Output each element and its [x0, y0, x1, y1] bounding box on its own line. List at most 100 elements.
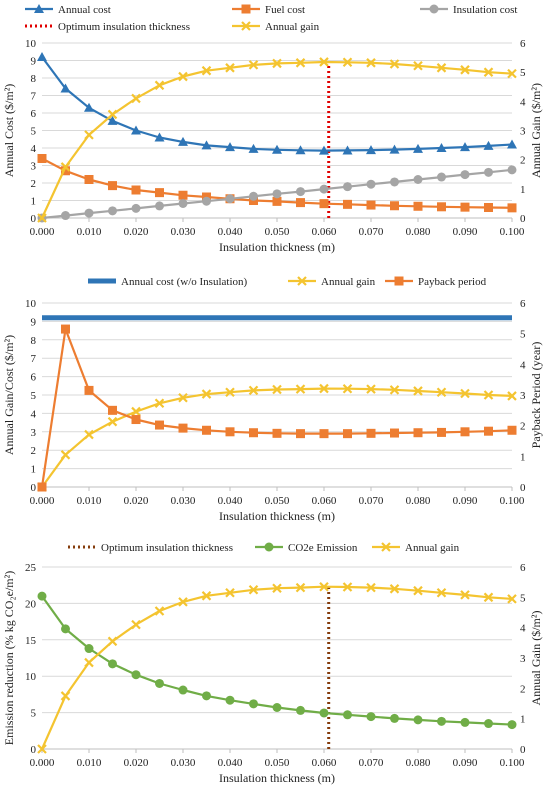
legend-label: Insulation cost [453, 4, 517, 16]
data-point-annual-gain [342, 57, 353, 68]
legend-label: CO2e Emission [288, 542, 358, 554]
data-point-insulation-cost [437, 172, 446, 182]
y-left-tick-label: 7 [31, 91, 37, 103]
legend-item-payback-period: Payback period [385, 276, 487, 288]
y-right-tick-label: 1 [520, 184, 526, 196]
x-tick-label: 0.000 [30, 226, 55, 238]
data-point-annual-gain [131, 406, 141, 417]
data-point-annual-gain [37, 213, 47, 223]
series-annual-gain [37, 57, 517, 223]
data-point-insulation-cost [507, 165, 517, 175]
x-axis-title: Insulation thickness (m) [219, 240, 335, 254]
legend: Optimum insulation thickness CO2e Emissio… [68, 542, 460, 554]
data-point-annual-gain [272, 58, 282, 69]
y-left-tick-label: 4 [31, 408, 37, 420]
legend-label: Payback period [418, 276, 487, 288]
y-left-tick-label: 5 [31, 708, 37, 720]
data-point-payback-period [155, 420, 164, 430]
data-point-fuel-cost [61, 166, 70, 176]
data-point-annual-gain [178, 597, 188, 607]
data-point-annual-gain [272, 583, 282, 594]
data-point-payback-period [225, 427, 235, 437]
x-tick-label: 0.010 [77, 226, 102, 238]
legend-item-annual-cost: Annual cost [25, 4, 111, 16]
y-right-tick-label: 3 [520, 653, 526, 665]
data-point-annual-cost [436, 143, 447, 152]
y-right-tick-label: 3 [520, 126, 526, 138]
series-annual-cost [37, 52, 517, 155]
legend: Annual cost (w/o Insulation) Annual gain P… [88, 276, 487, 288]
data-point-annual-gain [507, 68, 517, 79]
data-point-insulation-cost [343, 182, 352, 192]
data-point-annual-gain [178, 392, 188, 403]
data-point-fuel-cost [108, 181, 117, 191]
data-point-annual-gain [248, 60, 259, 70]
x-tick-label: 0.020 [124, 757, 149, 769]
data-point-annual-gain [413, 585, 423, 596]
data-point-annual-gain [460, 388, 470, 399]
series-insulation-cost [37, 165, 517, 223]
chart-1: 0 1 2 3 4 5 6 7 8 9 10 0 1 2 3 4 5 6 0.000 0.010 0.020 0.030 0… [2, 4, 543, 254]
data-point-annual-cost [131, 125, 141, 135]
data-point-fuel-cost [343, 199, 352, 209]
data-point-payback-period [319, 429, 329, 439]
x-tick-label: 0.100 [500, 757, 525, 769]
data-point-fuel-cost [155, 188, 164, 198]
x-tick-label: 0.060 [312, 495, 337, 507]
x-tick-label: 0.080 [406, 495, 431, 507]
data-point-fuel-cost [37, 154, 47, 163]
y-left-tick-label: 25 [25, 562, 37, 574]
data-point-annual-cost [248, 143, 259, 153]
y-right-axis-title: Annual Gain ($/m²) [529, 83, 543, 178]
data-point-annual-cost [295, 145, 306, 155]
data-point-payback-period [37, 482, 47, 492]
x-tick-label: 0.090 [453, 226, 478, 238]
data-point-annual-gain [154, 398, 165, 409]
legend-label: Annual gain [321, 276, 376, 288]
data-point-co2e-emission [296, 705, 305, 715]
legend-swatch-marker [264, 542, 274, 552]
y-left-tick-label: 0 [31, 744, 37, 756]
data-point-insulation-cost [272, 189, 282, 199]
x-tick-label: 0.060 [312, 226, 337, 238]
x-tick-label: 0.070 [359, 757, 384, 769]
data-point-annual-gain [460, 590, 470, 600]
x-tick-label: 0.060 [312, 757, 337, 769]
x-tick-label: 0.080 [406, 226, 431, 238]
y-left-tick-label: 8 [31, 73, 37, 85]
data-point-fuel-cost [413, 201, 423, 211]
data-point-annual-cost [84, 102, 94, 112]
legend-swatch-marker [429, 4, 439, 14]
legend: Annual cost Fuel cost Insulation cost Optim… [25, 4, 517, 33]
y-right-tick-label: 1 [520, 451, 526, 463]
series-annual-gain [37, 581, 517, 754]
data-point-insulation-cost [366, 179, 376, 189]
data-point-payback-period [202, 425, 211, 435]
data-point-co2e-emission [155, 678, 164, 688]
chart-2: 0 1 2 3 4 5 6 7 8 9 10 0 1 2 3 4 5 6 0.000 0.010 0.020 0.030 0… [2, 276, 543, 523]
series-annual-gain [37, 383, 517, 492]
data-point-payback-period [272, 428, 282, 438]
data-point-co2e-emission [131, 670, 141, 680]
data-point-insulation-cost [390, 177, 399, 187]
x-tick-label: 0.100 [500, 226, 525, 238]
y-left-tick-label: 4 [31, 143, 37, 155]
data-point-co2e-emission [84, 644, 94, 654]
data-point-payback-period [61, 324, 70, 334]
data-point-co2e-emission [272, 703, 282, 713]
data-point-annual-gain [84, 429, 94, 440]
legend-item-annual-gain: Annual gain [288, 276, 376, 288]
data-point-annual-cost [460, 142, 470, 152]
data-point-annual-gain [295, 582, 306, 593]
data-point-annual-gain [389, 59, 400, 69]
y-right-tick-label: 4 [520, 359, 526, 371]
data-point-payback-period [366, 428, 376, 438]
data-point-fuel-cost [437, 202, 446, 212]
data-point-fuel-cost [178, 190, 188, 200]
x-tick-label: 0.040 [218, 757, 243, 769]
data-point-co2e-emission [460, 717, 470, 727]
y-right-tick-label: 0 [520, 744, 526, 756]
legend-label: Fuel cost [265, 4, 305, 16]
y-left-tick-label: 2 [31, 178, 37, 190]
data-point-insulation-cost [296, 187, 305, 197]
